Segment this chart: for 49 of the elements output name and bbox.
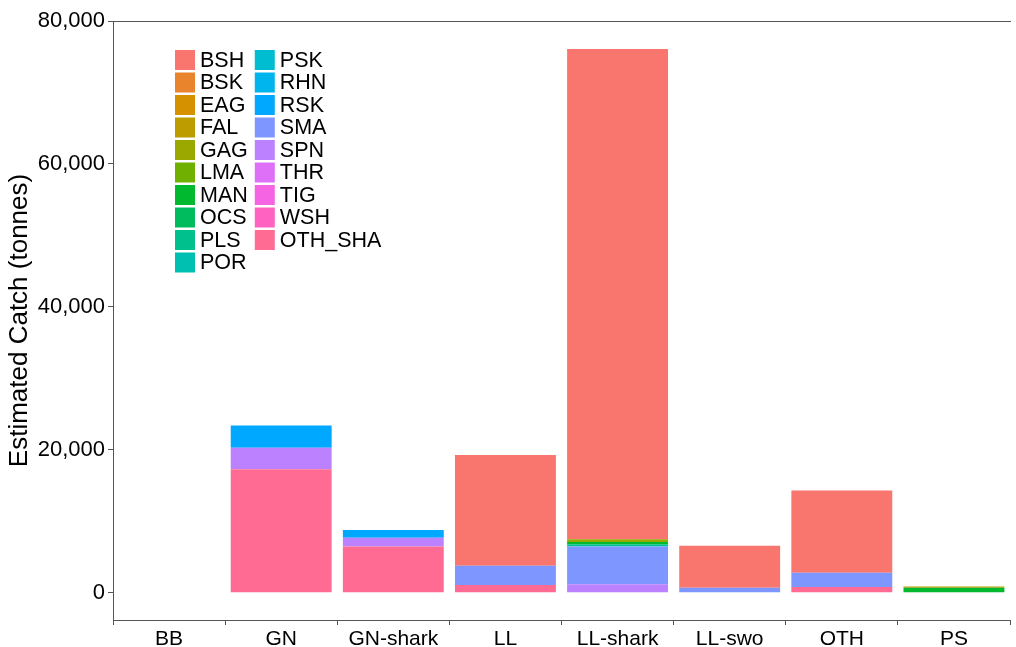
legend-label: OTH_SHA (279, 227, 382, 252)
legend-label: BSH (200, 47, 245, 72)
bar (454, 584, 556, 593)
bar (230, 469, 332, 593)
bar (679, 545, 781, 588)
bar (567, 584, 669, 593)
legend-label: SPN (279, 137, 325, 162)
bar (230, 447, 332, 470)
bar (230, 425, 332, 448)
legend-label: THR (279, 160, 324, 185)
x-tick-label: LL-swo (695, 626, 764, 647)
x-tick-label: GN (265, 626, 297, 647)
y-axis-title: Estimated Catch (tonnes) (2, 173, 33, 468)
x-tick-label: PS (939, 626, 968, 647)
bar (567, 546, 669, 585)
x-tick-label: LL-shark (576, 626, 659, 647)
legend-label: MAN (200, 182, 248, 207)
legend-label: POR (200, 250, 247, 275)
y-tick-label: 0 (92, 578, 105, 604)
legend-label: SMA (279, 115, 328, 140)
legend-label: OCS (200, 205, 247, 230)
legend-label: WSH (279, 205, 330, 230)
bar (342, 537, 444, 547)
bar (454, 454, 556, 566)
legend-label: PSK (279, 47, 324, 72)
y-tick-label: 20,000 (37, 435, 105, 461)
legend-label: LMA (200, 160, 245, 185)
legend-label: FAL (200, 115, 239, 140)
y-tick-label: 60,000 (37, 150, 105, 176)
bar (567, 48, 669, 540)
y-tick-label: 80,000 (37, 7, 105, 33)
legend-label: GAG (200, 137, 248, 162)
bar (791, 572, 893, 588)
legend-label: TIG (279, 182, 316, 207)
x-tick-label: GN-shark (348, 626, 439, 647)
y-tick-label: 40,000 (37, 292, 105, 318)
bar (342, 529, 444, 538)
bar (342, 546, 444, 593)
x-tick-label: OTH (819, 626, 864, 647)
legend-label: RSK (279, 92, 325, 117)
x-tick-label: BB (155, 626, 184, 647)
legend-label: EAG (200, 92, 246, 117)
bar (791, 587, 893, 593)
x-tick-label: LL (493, 626, 518, 647)
legend-label: PLS (200, 227, 241, 252)
legend-label: RHN (279, 70, 327, 95)
legend-label: BSK (200, 70, 244, 95)
bar (454, 565, 556, 585)
bar (791, 490, 893, 573)
